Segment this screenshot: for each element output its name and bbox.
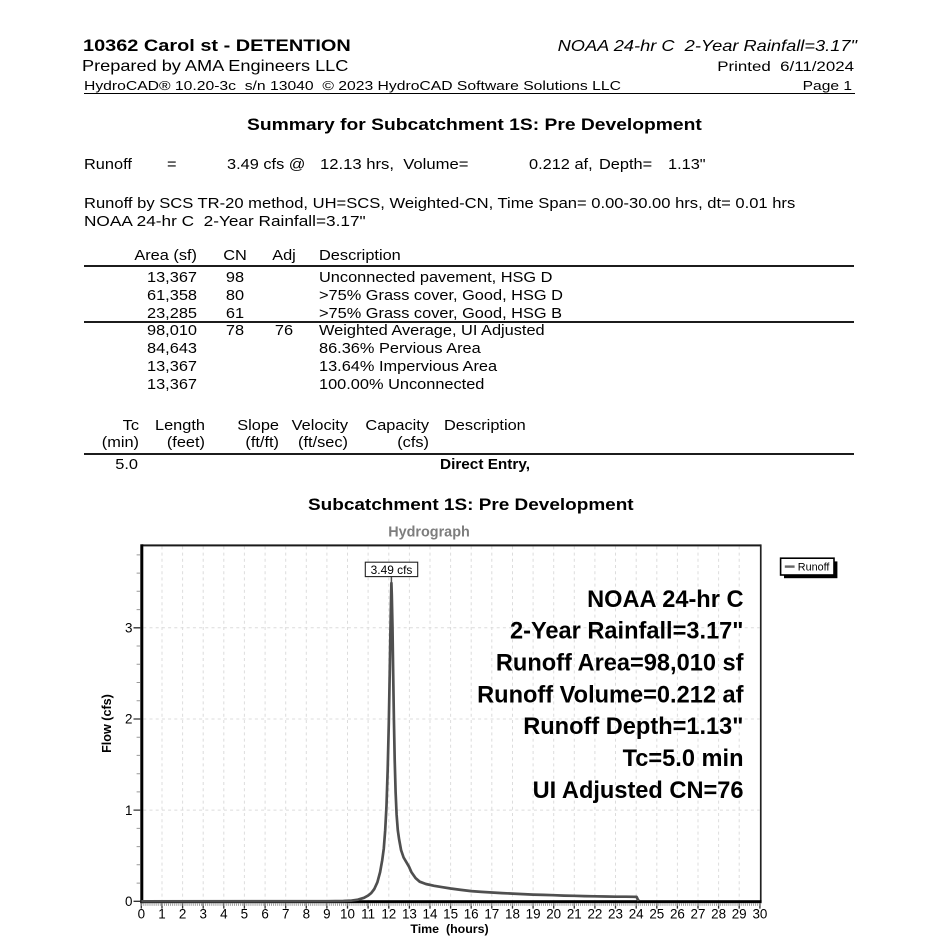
svg-text:20: 20 [546,906,561,921]
svg-text:17: 17 [484,906,499,921]
svg-text:3.49 cfs: 3.49 cfs [371,563,413,577]
svg-text:21: 21 [567,906,582,921]
svg-text:13: 13 [402,906,417,921]
svg-text:30: 30 [752,906,767,921]
svg-text:3: 3 [125,621,132,636]
svg-text:Tc=5.0 min: Tc=5.0 min [623,746,744,772]
svg-text:28: 28 [711,906,726,921]
svg-text:2: 2 [179,906,186,921]
svg-text:16: 16 [464,906,479,921]
svg-text:3: 3 [199,906,206,921]
svg-text:19: 19 [526,906,541,921]
svg-text:23: 23 [608,906,623,921]
svg-text:18: 18 [505,906,520,921]
svg-text:7: 7 [282,906,289,921]
svg-text:14: 14 [423,906,438,921]
svg-text:27: 27 [691,906,706,921]
svg-text:2: 2 [125,712,132,727]
svg-text:9: 9 [323,906,330,921]
svg-text:4: 4 [220,906,228,921]
svg-text:Runoff Depth=1.13": Runoff Depth=1.13" [523,714,743,740]
svg-text:Hydrograph: Hydrograph [388,525,470,541]
svg-text:1: 1 [125,803,132,818]
svg-text:Runoff Area=98,010 sf: Runoff Area=98,010 sf [496,651,744,677]
svg-text:Time (hours): Time (hours) [410,922,488,936]
svg-text:0: 0 [138,906,145,921]
svg-text:26: 26 [670,906,685,921]
svg-text:UI Adjusted CN=76: UI Adjusted CN=76 [533,778,744,804]
svg-text:29: 29 [732,906,747,921]
svg-text:2-Year Rainfall=3.17": 2-Year Rainfall=3.17" [510,619,744,645]
svg-text:NOAA 24-hr C: NOAA 24-hr C [587,587,743,613]
svg-text:Runoff: Runoff [798,562,831,574]
svg-text:15: 15 [443,906,458,921]
svg-text:22: 22 [587,906,602,921]
svg-text:10: 10 [340,906,355,921]
svg-text:Runoff Volume=0.212 af: Runoff Volume=0.212 af [477,682,744,708]
svg-text:24: 24 [629,906,644,921]
svg-text:11: 11 [361,906,375,921]
svg-text:1: 1 [158,906,165,921]
svg-text:25: 25 [649,906,664,921]
svg-text:5: 5 [241,906,248,921]
svg-text:12: 12 [381,906,396,921]
svg-text:Flow (cfs): Flow (cfs) [100,694,114,753]
svg-text:0: 0 [125,894,132,909]
svg-text:6: 6 [261,906,268,921]
svg-text:8: 8 [303,906,310,921]
